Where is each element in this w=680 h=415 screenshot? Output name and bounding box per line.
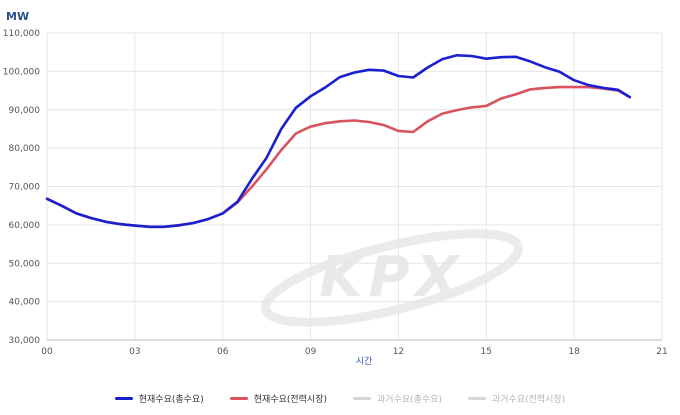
y-tick-label: 100,000 xyxy=(3,67,40,77)
series-lines xyxy=(45,54,632,229)
y-tick-label: 90,000 xyxy=(9,106,41,116)
x-tick-label: 12 xyxy=(393,347,404,357)
legend-swatch xyxy=(229,396,248,400)
x-tick-label: 09 xyxy=(305,347,317,357)
legend-item-current-market[interactable]: 현재수요(전력시장) xyxy=(229,388,327,408)
y-tick-label: 60,000 xyxy=(9,221,41,231)
legend: 현재수요(총수요) 현재수요(전력시장) 과거수요(총수요) 과거수요(전력시장… xyxy=(0,388,680,408)
x-tick-label: 00 xyxy=(41,347,53,357)
y-tick-label: 70,000 xyxy=(9,183,41,193)
x-tick-label: 15 xyxy=(481,347,492,357)
x-tick-label: 03 xyxy=(129,347,140,357)
legend-item-past-market[interactable]: 과거수요(전력시장) xyxy=(467,388,566,408)
series-line-current-total xyxy=(45,54,632,229)
y-tick-label: 80,000 xyxy=(9,144,41,154)
legend-swatch xyxy=(353,396,371,400)
legend-swatch xyxy=(467,396,486,400)
legend-swatch xyxy=(114,396,133,400)
x-tick-label: 18 xyxy=(568,347,580,357)
y-tick-label: 110,000 xyxy=(3,29,40,39)
grid xyxy=(46,32,663,341)
legend-label: 과거수요(총수요) xyxy=(377,394,442,405)
y-tick-label: 40,000 xyxy=(9,298,41,308)
x-tick-label: 06 xyxy=(217,347,229,357)
svg-text:KPX: KPX xyxy=(319,245,465,310)
legend-item-past-total[interactable]: 과거수요(총수요) xyxy=(353,388,442,408)
legend-label: 현재수요(총수요) xyxy=(138,394,204,405)
axes: 30,000 40,000 50,000 60,000 70,000 80,000 90,0… xyxy=(3,29,668,357)
y-tick-label: 30,000 xyxy=(9,336,41,346)
x-tick-label: 21 xyxy=(656,347,667,357)
legend-label: 현재수요(전력시장) xyxy=(253,394,327,405)
kpx-watermark-logo: KPX xyxy=(261,229,523,327)
y-tick-label: 50,000 xyxy=(9,259,41,269)
legend-label: 과거수요(전력시장) xyxy=(491,394,566,405)
legend-item-current-total[interactable]: 현재수요(총수요) xyxy=(114,388,204,408)
x-axis-label: 시간 xyxy=(356,356,373,367)
y-axis-unit-label: MW xyxy=(6,10,29,23)
